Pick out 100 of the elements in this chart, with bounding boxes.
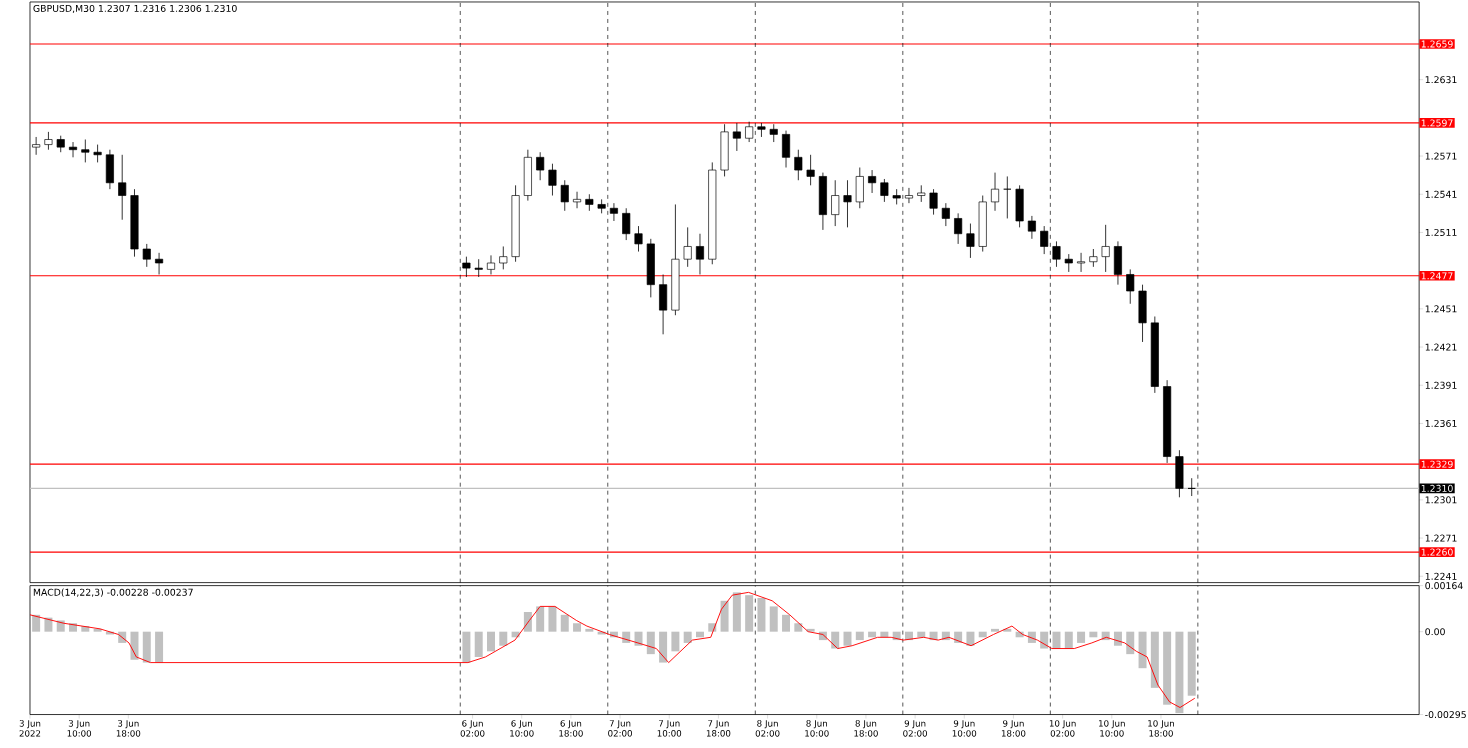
bar [155,631,164,663]
bar [720,601,729,632]
bar [474,631,483,658]
bar [745,595,754,632]
bar [1163,631,1172,705]
bar [548,606,557,632]
x-tick-label: 8 Jun 18:00 [854,720,878,737]
candlestick [794,149,803,181]
bar [130,631,139,660]
candlestick [142,243,151,268]
x-tick-label: 7 Jun 18:00 [706,720,731,737]
y-tick-label: 1.2541 [1425,190,1457,199]
bar [646,631,655,655]
candlestick [118,154,127,221]
bar [1040,631,1049,649]
y-tick-label: 1.2361 [1425,420,1457,428]
candlestick [1027,215,1036,240]
candlestick [880,178,889,203]
bar [487,631,495,652]
bar [44,617,53,632]
ref-line-label: 1.2477 [1421,272,1453,280]
candlestick [1064,253,1073,273]
candlestick [536,152,545,181]
candlestick [843,180,852,228]
candlestick [904,187,913,204]
y-tick-label: 0.00 [1425,628,1445,636]
bar [499,631,508,646]
x-tick-label: 6 Jun 02:00 [460,720,485,737]
bar [523,612,532,632]
ref-line-label: 1.2597 [1421,119,1453,127]
bar [782,615,791,632]
bar [966,631,975,646]
candlestick [941,203,950,227]
x-tick-label: 8 Jun 02:00 [755,720,780,737]
candlestick [474,259,483,278]
x-tick-label: 3 Jun 2022 [19,720,41,737]
candlestick [1077,252,1086,273]
chart-title: MACD(14,22,3) -0.00228 -0.00237 [33,588,193,598]
candlestick [486,255,496,276]
x-tick-label: 7 Jun 10:00 [657,720,682,737]
bar [855,631,864,641]
candlestick [868,169,877,194]
bar [462,631,471,663]
bar [585,629,594,632]
chart-title: GBPUSD,M30 1.2307 1.2316 1.2306 1.2310 [33,5,237,14]
y-tick-label: -0.00295 [1425,711,1466,719]
x-tick-label: 7 Jun 02:00 [608,720,632,737]
x-tick-label: 3 Jun 10:00 [67,720,92,737]
y-tick-label: 0.00164 [1425,582,1463,590]
candlestick [68,141,78,158]
bar [732,592,741,632]
x-tick-label: 10 Jun 10:00 [1099,720,1125,737]
candlestick [560,180,569,212]
bar [1052,631,1061,649]
ref-line-label: 1.2310 [1421,485,1453,493]
bar [1150,631,1159,689]
x-tick-label: 10 Jun 18:00 [1148,720,1174,737]
candlestick [634,225,643,253]
candlestick [548,163,557,197]
bar [1175,631,1184,714]
x-tick-label: 6 Jun 18:00 [559,720,583,737]
x-tick-label: 9 Jun 10:00 [952,720,977,737]
bar [1187,631,1196,696]
bar [794,623,803,632]
candlestick [81,139,90,164]
x-tick-label: 10 Jun 02:00 [1049,720,1076,737]
bar [1126,631,1135,655]
bar [1138,631,1147,669]
x-tick-label: 9 Jun 18:00 [1001,720,1026,737]
y-tick-label: 1.2421 [1425,343,1457,351]
x-tick-label: 6 Jun 10:00 [510,720,534,737]
bar [93,629,102,632]
ref-line-label: 1.2329 [1421,460,1453,468]
bar [1113,631,1122,646]
candlestick [1101,224,1110,273]
candlestick [917,185,926,203]
candlestick [954,213,963,245]
candlestick [732,122,741,152]
bar [142,631,151,663]
y-tick-label: 1.2511 [1425,229,1457,237]
y-tick-label: 1.2241 [1425,573,1457,580]
candlestick [990,172,1000,212]
x-tick-label: 8 Jun 10:00 [805,720,829,737]
candlestick [695,233,705,276]
candlestick [782,130,791,169]
candlestick [683,227,692,268]
candlestick [573,191,582,209]
y-tick-label: 1.2571 [1425,152,1457,160]
bar [757,598,766,632]
candlestick [831,180,840,227]
bar [1064,631,1073,649]
candlestick [499,246,508,271]
bar [671,631,680,652]
candlestick [806,154,815,186]
candlestick [609,203,618,222]
bar [560,615,569,632]
y-tick-label: 1.2271 [1425,534,1457,542]
bar [831,631,840,649]
bar [32,615,41,632]
x-tick-label: 3 Jun 18:00 [116,720,141,737]
